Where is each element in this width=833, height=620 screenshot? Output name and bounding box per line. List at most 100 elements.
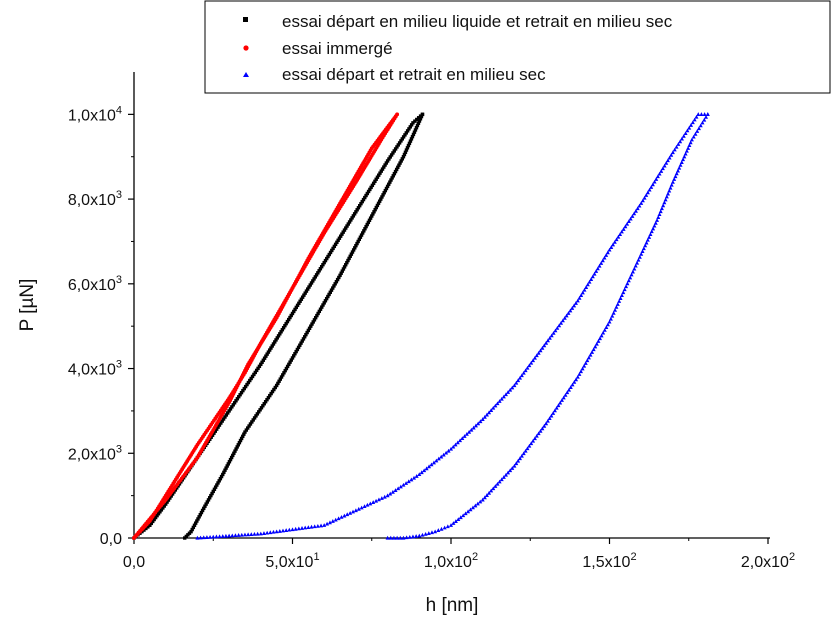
data-point bbox=[164, 502, 168, 506]
data-point bbox=[398, 161, 402, 165]
data-point bbox=[417, 119, 422, 123]
data-point bbox=[205, 500, 210, 504]
data-point bbox=[225, 464, 229, 468]
data-point bbox=[384, 186, 389, 191]
data-point bbox=[420, 112, 425, 117]
data-point bbox=[527, 363, 532, 368]
data-point bbox=[279, 330, 283, 334]
data-point bbox=[287, 362, 291, 367]
data-point bbox=[672, 177, 677, 181]
data-point bbox=[529, 360, 534, 365]
data-point bbox=[279, 375, 284, 379]
data-point bbox=[316, 311, 320, 316]
data-point bbox=[585, 358, 590, 363]
data-point bbox=[170, 492, 175, 496]
data-point bbox=[608, 316, 613, 321]
data-point bbox=[596, 339, 601, 343]
data-point bbox=[312, 318, 317, 322]
data-point bbox=[657, 212, 662, 217]
data-point bbox=[517, 456, 522, 461]
data-point bbox=[473, 503, 478, 508]
data-point bbox=[563, 392, 568, 397]
data-point bbox=[346, 258, 350, 263]
data-point bbox=[232, 401, 237, 405]
data-point bbox=[585, 282, 590, 287]
data-point bbox=[694, 114, 699, 119]
data-point bbox=[242, 386, 246, 391]
data-point bbox=[274, 338, 278, 342]
data-point bbox=[578, 369, 583, 374]
data-point bbox=[549, 413, 554, 418]
data-point bbox=[319, 523, 324, 528]
data-point bbox=[419, 114, 424, 119]
data-point bbox=[227, 409, 231, 413]
data-point bbox=[473, 423, 478, 428]
data-point bbox=[327, 520, 332, 525]
data-point bbox=[396, 165, 400, 170]
data-point bbox=[699, 112, 704, 116]
data-point bbox=[327, 252, 331, 257]
data-point bbox=[600, 258, 605, 263]
data-point bbox=[156, 512, 161, 516]
data-point bbox=[224, 413, 229, 417]
data-point bbox=[345, 224, 349, 228]
data-point bbox=[659, 169, 664, 173]
data-point bbox=[289, 358, 293, 362]
data-point bbox=[659, 206, 664, 211]
data-point bbox=[214, 427, 219, 431]
data-point bbox=[368, 501, 373, 506]
data-point bbox=[686, 146, 691, 150]
data-point bbox=[667, 188, 672, 193]
data-point bbox=[700, 120, 705, 125]
data-point bbox=[395, 145, 399, 149]
data-point bbox=[647, 235, 652, 239]
data-point bbox=[363, 195, 367, 200]
data-point bbox=[467, 429, 472, 434]
data-point bbox=[525, 446, 530, 451]
data-point bbox=[670, 150, 675, 155]
data-point bbox=[385, 535, 390, 540]
data-point bbox=[197, 515, 201, 519]
data-point bbox=[356, 239, 360, 244]
data-point bbox=[561, 395, 566, 400]
data-point bbox=[408, 139, 413, 143]
data-point bbox=[411, 121, 415, 125]
data-point bbox=[613, 307, 618, 312]
data-point bbox=[593, 344, 598, 349]
data-point bbox=[601, 330, 606, 335]
data-point bbox=[266, 395, 271, 400]
data-point bbox=[424, 466, 429, 471]
data-point bbox=[380, 167, 385, 171]
data-point bbox=[411, 132, 416, 137]
data-point bbox=[401, 155, 406, 159]
data-point bbox=[311, 320, 315, 324]
data-point bbox=[226, 462, 231, 466]
data-point bbox=[662, 163, 667, 168]
data-point bbox=[304, 289, 309, 293]
data-point bbox=[667, 155, 672, 160]
data-point bbox=[210, 433, 215, 437]
data-point bbox=[243, 430, 247, 434]
y-axis-title: P [µN] bbox=[17, 279, 38, 332]
data-point bbox=[351, 214, 356, 218]
data-point bbox=[359, 233, 364, 237]
data-point bbox=[153, 515, 158, 520]
data-point bbox=[549, 333, 554, 338]
data-point bbox=[259, 362, 263, 367]
data-point bbox=[161, 506, 165, 510]
data-point bbox=[233, 449, 237, 453]
data-point bbox=[251, 418, 255, 422]
data-point bbox=[238, 393, 242, 397]
legend-label-1: essai départ en milieu liquide et retrai… bbox=[282, 12, 673, 31]
data-point bbox=[284, 321, 288, 326]
data-point bbox=[328, 290, 332, 294]
data-point bbox=[461, 513, 466, 518]
data-point bbox=[265, 530, 270, 535]
data-point bbox=[354, 243, 358, 248]
data-point bbox=[696, 112, 701, 116]
data-point bbox=[570, 382, 575, 387]
data-point bbox=[409, 477, 414, 482]
data-point bbox=[331, 286, 335, 290]
data-point bbox=[239, 390, 244, 395]
data-point bbox=[668, 185, 673, 190]
